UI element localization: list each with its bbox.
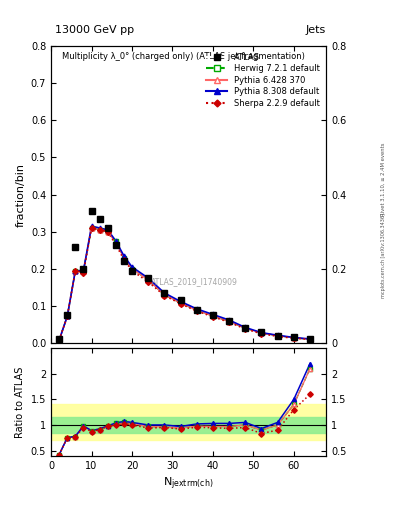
Text: ATLAS_2019_I1740909: ATLAS_2019_I1740909 <box>151 276 238 286</box>
X-axis label: N$_{\mathrm{jextrm(ch)}}$: N$_{\mathrm{jextrm(ch)}}$ <box>163 476 214 493</box>
Y-axis label: Ratio to ATLAS: Ratio to ATLAS <box>15 366 25 438</box>
Y-axis label: fraction/bin: fraction/bin <box>15 163 25 227</box>
Bar <box>51 417 326 433</box>
Text: Jets: Jets <box>306 25 326 35</box>
Legend: ATLAS, Herwig 7.2.1 default, Pythia 6.428 370, Pythia 8.308 default, Sherpa 2.2.: ATLAS, Herwig 7.2.1 default, Pythia 6.42… <box>204 50 322 110</box>
Text: Multiplicity λ_0° (charged only) (ATLAS jet fragmentation): Multiplicity λ_0° (charged only) (ATLAS … <box>62 52 305 61</box>
Text: mcplots.cern.ch [arXiv:1306.3436]: mcplots.cern.ch [arXiv:1306.3436] <box>381 214 386 298</box>
Text: Rivet 3.1.10, ≥ 2.4M events: Rivet 3.1.10, ≥ 2.4M events <box>381 142 386 216</box>
Text: 13000 GeV pp: 13000 GeV pp <box>55 25 134 35</box>
Bar <box>51 404 326 440</box>
